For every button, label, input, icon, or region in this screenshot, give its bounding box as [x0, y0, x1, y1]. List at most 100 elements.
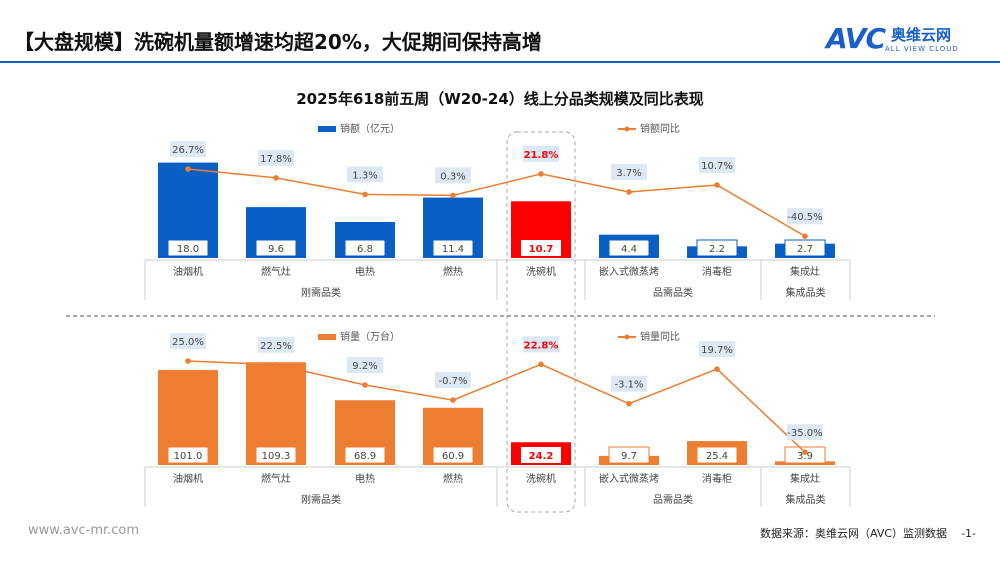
bar-value-label: 2.7	[797, 244, 813, 255]
yoy-label: -0.7%	[438, 376, 467, 387]
yoy-label: 22.5%	[260, 341, 292, 352]
yoy-label: 19.7%	[701, 345, 733, 356]
yoy-label-box	[170, 141, 206, 157]
logo-mark: AVC	[826, 22, 886, 55]
category-label: 燃气灶	[261, 265, 291, 278]
category-label: 消毒柜	[702, 472, 732, 485]
bar-label-box	[255, 446, 297, 464]
yoy-point	[538, 361, 544, 368]
bar-label-box	[696, 239, 738, 257]
bar-value-label: 3.9	[797, 451, 813, 462]
group-label: 集成品类	[786, 493, 826, 506]
category-label: 电热	[355, 265, 375, 278]
chart-title: 2025年618前五周（W20-24）线上分品类规模及同比表现	[296, 90, 704, 108]
yoy-label: -35.0%	[787, 428, 822, 439]
group-label: 品需品类	[653, 286, 693, 299]
bar-label-box	[167, 446, 209, 464]
yoy-point	[185, 166, 191, 172]
yoy-label: 1.3%	[352, 170, 377, 181]
legend-bar-swatch	[318, 126, 336, 132]
yoy-label: 26.7%	[172, 145, 204, 156]
yoy-label-box	[699, 157, 735, 173]
yoy-label-box	[170, 333, 206, 349]
yoy-point	[450, 397, 456, 403]
bar-value-label: 11.4	[442, 244, 464, 255]
bar-value-label: 68.9	[354, 451, 376, 462]
website: www.avc-mr.com	[28, 523, 140, 538]
bar-value-label: 18.0	[177, 244, 199, 255]
yoy-label-box	[258, 336, 294, 353]
bar-label-box	[696, 446, 738, 464]
category-label: 油烟机	[173, 265, 203, 278]
bar-value-label: 60.9	[442, 451, 464, 462]
yoy-point	[626, 400, 632, 407]
legend-bar-label: 销量（万台）	[340, 330, 400, 343]
category-label: 洗碗机	[526, 265, 556, 278]
yoy-label: 17.8%	[260, 154, 292, 165]
yoy-label: 10.7%	[701, 161, 733, 172]
yoy-label-box	[435, 372, 471, 389]
category-label: 嵌入式微蒸烤	[599, 265, 659, 278]
logo-cn: 奥维云网	[891, 26, 952, 44]
legend-bar-label: 销额（亿元）	[340, 122, 400, 135]
yoy-label-box	[523, 336, 559, 353]
group-label: 集成品类	[786, 286, 826, 299]
bar-value-label: 4.4	[621, 244, 637, 255]
group-label: 刚需品类	[301, 286, 341, 299]
bar-value-label: 10.7	[529, 244, 554, 255]
bar-label-box	[255, 239, 297, 257]
legend-line-label: 销额同比	[640, 122, 680, 135]
yoy-point	[714, 366, 720, 372]
yoy-label-box	[699, 341, 735, 358]
bar-label-box	[344, 239, 386, 257]
legend-line-label: 销量同比	[640, 330, 680, 343]
category-label: 集成灶	[790, 265, 820, 278]
yoy-label: -40.5%	[787, 212, 822, 223]
yoy-label: 9.2%	[352, 361, 377, 372]
yoy-point	[273, 175, 279, 181]
avc-logo: AVC 奥维云网 ALL VIEW CLOUD	[826, 22, 959, 55]
yoy-label-box	[258, 149, 294, 166]
yoy-label: 22.8%	[524, 340, 559, 351]
yoy-point	[538, 171, 544, 177]
legend-line-marker	[624, 334, 630, 340]
header-divider	[0, 61, 1000, 63]
yoy-point	[802, 449, 808, 456]
yoy-point	[626, 189, 632, 195]
bar-value-label: 2.2	[709, 244, 725, 255]
bar-label-box	[521, 240, 561, 256]
yoy-label: 0.3%	[440, 171, 465, 182]
bar-label-box	[432, 446, 474, 464]
bar-label-box	[608, 239, 650, 257]
yoy-point	[185, 358, 191, 364]
highlight-box	[506, 131, 576, 513]
group-label: 品需品类	[653, 493, 693, 506]
footer-source: 数据来源：奥维云网（AVC）监测数据 -1-	[760, 525, 976, 541]
bar-label-box	[167, 239, 209, 257]
legend-bar-swatch	[318, 334, 336, 340]
yoy-label: 3.7%	[616, 168, 641, 179]
yoy-label-box	[787, 208, 823, 225]
bar-value-label: 6.8	[357, 244, 373, 255]
category-label: 消毒柜	[702, 265, 732, 278]
bar-value-label: 101.0	[174, 451, 203, 462]
page-number: -1-	[961, 527, 976, 540]
yoy-point	[362, 382, 368, 388]
bar-label-box	[784, 239, 826, 257]
yoy-label-box	[611, 375, 647, 392]
bar-value-label: 24.2	[529, 451, 554, 462]
bar-label-box	[344, 446, 386, 464]
source: 数据来源：奥维云网（AVC）监测数据	[760, 527, 948, 540]
legend-line-marker	[624, 126, 630, 132]
yoy-line	[187, 168, 806, 237]
category-label: 嵌入式微蒸烤	[599, 472, 659, 485]
yoy-label-box	[347, 357, 383, 374]
category-label: 油烟机	[173, 472, 203, 485]
bar-value-label: 9.6	[268, 244, 284, 255]
yoy-point	[802, 233, 808, 239]
bar-value-label: 25.4	[706, 451, 728, 462]
yoy-line	[187, 360, 806, 453]
yoy-point	[450, 192, 456, 199]
bar-label-box	[521, 447, 561, 463]
logo-en: ALL VIEW CLOUD	[885, 45, 959, 53]
